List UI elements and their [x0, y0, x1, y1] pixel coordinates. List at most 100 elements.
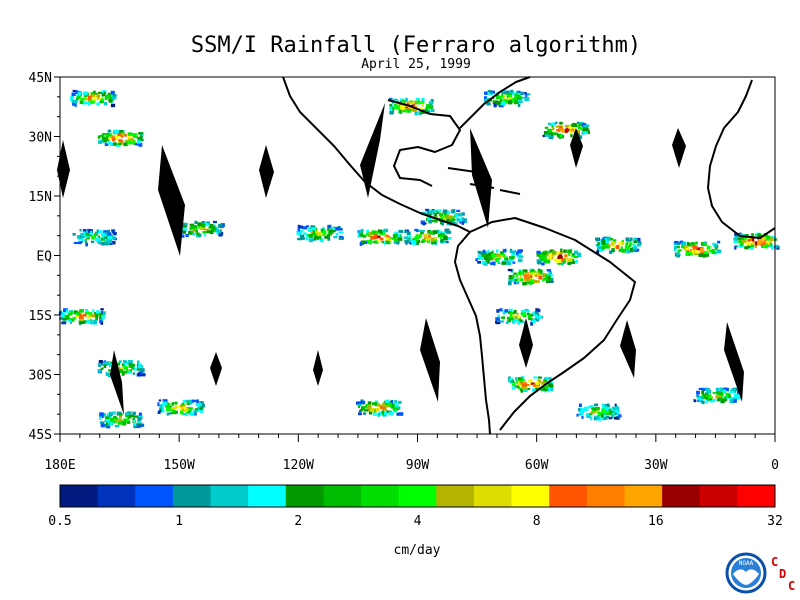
longitude-axis: 180E 150W 120W 90W 60W 30W 0 [44, 434, 779, 473]
rain-pixel [567, 258, 573, 262]
rain-pixel [379, 237, 384, 241]
rain-pixel [620, 246, 623, 249]
rain-pixel [364, 240, 369, 243]
rain-pixel [133, 423, 137, 427]
rain-pixel [210, 228, 216, 231]
colorbar-swatch [97, 485, 136, 507]
rain-pixel [218, 233, 223, 237]
rain-pixel [621, 242, 625, 245]
rain-pixel [188, 407, 193, 410]
rain-pixel [751, 233, 754, 237]
rain-pixel [508, 258, 513, 262]
rain-pixel [584, 124, 590, 127]
rain-pixel [757, 241, 761, 246]
rain-pixel [96, 229, 99, 233]
rain-pixel [733, 237, 738, 241]
rain-pixel [461, 222, 464, 225]
rain-pixel [372, 413, 378, 416]
rain-pixel [200, 403, 205, 408]
rain-pixel [676, 245, 680, 249]
rain-cluster [495, 308, 543, 326]
rain-pixel [389, 107, 393, 112]
rain-pixel [517, 258, 523, 263]
rain-pixel [101, 133, 107, 136]
rain-pixel [86, 236, 90, 240]
rain-pixel [510, 312, 513, 316]
rain-pixel [445, 240, 449, 244]
rain-pixel [420, 240, 425, 243]
rain-pixel [416, 240, 421, 243]
rain-pixel [430, 238, 435, 242]
rain-pixel [85, 242, 88, 247]
rain-pixel [578, 135, 583, 140]
rain-pixel [368, 232, 373, 236]
rain-pixel [331, 227, 335, 231]
rain-pixel [366, 229, 370, 233]
colorbar-swatch [285, 485, 324, 507]
rain-pixel [513, 97, 517, 100]
rain-pixel [581, 122, 587, 127]
rain-pixel [442, 215, 446, 218]
rain-pixel [481, 260, 486, 264]
rain-pixel [767, 236, 773, 239]
rain-pixel [406, 109, 411, 113]
rain-pixel [612, 244, 616, 248]
rain-pixel [303, 232, 307, 235]
rain-pixel [536, 250, 541, 255]
rain-pixel [543, 379, 548, 383]
rain-pixel [589, 413, 593, 416]
rain-pixel [740, 242, 744, 246]
rain-pixel [498, 103, 504, 108]
rain-pixel [442, 209, 448, 214]
rain-pixel [507, 318, 511, 322]
rain-pixel [541, 258, 545, 261]
rain-pixel [94, 312, 100, 317]
rain-pixel [727, 394, 731, 399]
rain-pixel [701, 390, 705, 394]
rain-pixel [570, 261, 576, 264]
rain-pixel [520, 320, 525, 323]
rain-pixel [701, 400, 705, 405]
rain-pixel [118, 413, 123, 416]
rain-pixel [360, 400, 366, 404]
us-east-coast [459, 76, 531, 129]
rain-pixel [396, 412, 400, 416]
rain-pixel [338, 231, 344, 234]
rain-pixel [519, 275, 522, 279]
rain-pixel [127, 371, 133, 374]
rain-pixel [524, 386, 527, 390]
rain-pixel [517, 98, 523, 103]
rain-pixel [698, 253, 703, 257]
rain-pixel [552, 127, 555, 131]
rain-pixel [579, 411, 584, 416]
rain-pixel [139, 135, 143, 139]
rain-pixel [534, 388, 538, 393]
rain-pixel [490, 262, 495, 266]
rain-pixel [521, 375, 525, 380]
rain-cluster [58, 308, 107, 326]
rain-pixel [703, 395, 707, 399]
rain-pixel [717, 240, 721, 244]
rain-pixel [139, 424, 145, 427]
rain-pixel [715, 387, 720, 391]
rain-pixel [191, 399, 195, 403]
rain-pixel [750, 244, 754, 248]
rain-pixel [172, 411, 177, 415]
rain-pixel [516, 253, 521, 258]
rain-pixel [576, 121, 581, 125]
rain-pixel [79, 228, 82, 232]
rain-pixel [77, 235, 81, 239]
rain-pixel [383, 241, 387, 245]
rain-pixel [104, 416, 109, 420]
rain-pixel [83, 320, 86, 324]
rain-pixel [170, 407, 175, 411]
gulf-coast [387, 99, 461, 187]
rain-pixel [548, 123, 552, 126]
rain-pixel [752, 238, 755, 242]
rain-pixel [628, 244, 631, 248]
rain-pixel [426, 210, 430, 215]
rain-pixel [516, 318, 522, 322]
rain-pixel [611, 241, 616, 245]
rain-pixel [702, 253, 707, 258]
